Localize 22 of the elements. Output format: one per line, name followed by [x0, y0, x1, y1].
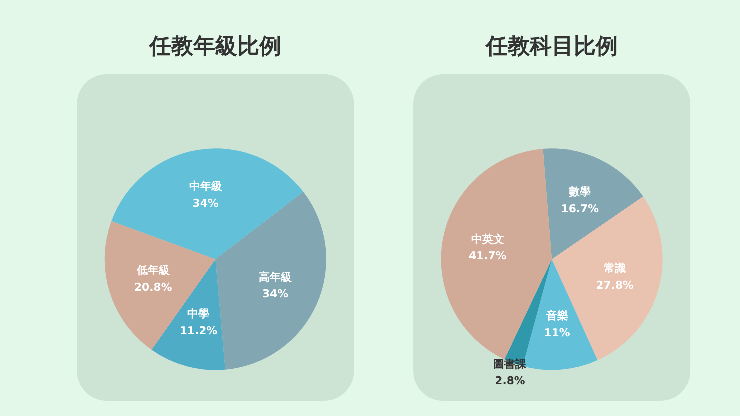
data-label: 34% — [262, 288, 289, 301]
pie-slice — [104, 221, 216, 350]
chart-title: 任教科目比例 — [485, 34, 618, 60]
slice-label: 常識 — [604, 262, 626, 276]
slice-label: 中學 — [188, 308, 210, 321]
slice-label: 數學 — [568, 186, 592, 199]
data-label: 16.7% — [561, 202, 600, 216]
data-label: 11% — [544, 326, 570, 340]
slice-label: 音樂 — [545, 310, 568, 323]
data-label: 34% — [192, 196, 219, 210]
slice-label: 高年級 — [258, 270, 293, 284]
data-label: 11.2% — [180, 324, 218, 338]
slice-label: 中年級 — [189, 180, 224, 193]
pie-slice — [543, 148, 644, 260]
pie-slice — [112, 148, 304, 260]
data-label: 41.7% — [468, 250, 507, 263]
slice-label: 中英文 — [471, 232, 504, 246]
chart-title: 任教年級比例 — [148, 34, 282, 60]
data-label: 27.8% — [596, 278, 634, 292]
data-label: 20.8% — [134, 280, 172, 294]
data-label: 2.8% — [495, 374, 526, 388]
slice-label: 低年級 — [136, 264, 171, 277]
